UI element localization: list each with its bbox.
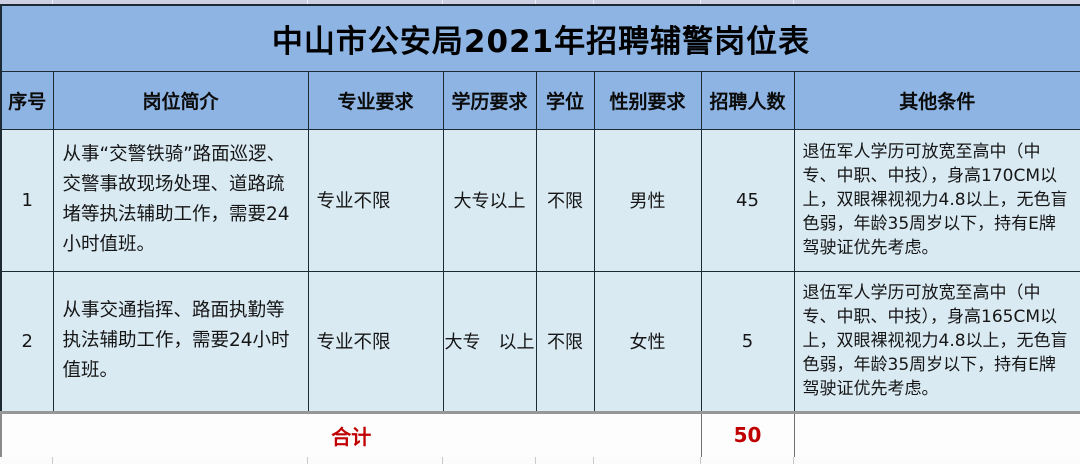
table-title: 中山市公安局2021年招聘辅警岗位表	[0, 4, 1080, 72]
cell-headcount[interactable]: 5	[700, 270, 795, 413]
cell-major[interactable]: 专业不限	[307, 128, 444, 272]
column-header-job-desc[interactable]: 岗位简介	[52, 70, 309, 130]
gridline	[307, 457, 308, 464]
gridline	[535, 0, 536, 4]
table-row-2: 2 从事交通指挥、路面执勤等执法辅助工作，需要24小时值班。 专业不限 大专 以…	[0, 270, 1080, 413]
cell-other-conditions[interactable]: 退伍军人学历可放宽至高中（中专、中职、中技），身高170CM以上，双眼裸视视力4…	[793, 128, 1080, 272]
cell-gender[interactable]: 女性	[593, 270, 702, 413]
cell-no[interactable]: 2	[0, 270, 54, 413]
cell-degree[interactable]: 不限	[535, 128, 595, 272]
column-header-major[interactable]: 专业要求	[307, 70, 444, 130]
cell-headcount[interactable]: 45	[700, 128, 795, 272]
total-empty-cell[interactable]	[793, 410, 1080, 459]
cell-job-desc[interactable]: 从事“交警铁骑”路面巡逻、交警事故现场处理、道路疏堵等执法辅助工作，需要24小时…	[52, 128, 309, 272]
column-header-degree[interactable]: 学位	[535, 70, 595, 130]
gridline	[700, 457, 701, 464]
title-row: 中山市公安局2021年招聘辅警岗位表	[0, 4, 1080, 72]
cell-other-conditions[interactable]: 退伍军人学历可放宽至高中（中专、中职、中技），身高165CM以上，双眼裸视视力4…	[793, 270, 1080, 413]
total-count-cell[interactable]: 50	[700, 410, 795, 459]
gridline	[52, 457, 53, 464]
cell-education[interactable]: 大专 以上	[442, 270, 537, 413]
cell-gender[interactable]: 男性	[593, 128, 702, 272]
gridline	[593, 457, 594, 464]
gridline	[535, 457, 536, 464]
header-row: 序号 岗位简介 专业要求 学历要求 学位 性别要求 招聘人数 其他条件	[0, 70, 1080, 130]
cell-degree[interactable]: 不限	[535, 270, 595, 413]
cell-major[interactable]: 专业不限	[307, 270, 444, 413]
gridline	[793, 457, 794, 464]
gridline	[793, 0, 794, 4]
cell-no[interactable]: 1	[0, 128, 54, 272]
gridline	[442, 457, 443, 464]
gridline	[52, 0, 53, 4]
recruitment-table: 中山市公安局2021年招聘辅警岗位表 序号 岗位简介 专业要求 学历要求 学位 …	[0, 4, 1080, 459]
gridline	[700, 0, 701, 4]
column-header-headcount[interactable]: 招聘人数	[700, 70, 795, 130]
cell-job-desc[interactable]: 从事交通指挥、路面执勤等执法辅助工作，需要24小时值班。	[52, 270, 309, 413]
total-row: 合计 50	[0, 410, 1080, 459]
gridline	[442, 0, 443, 4]
column-header-gender[interactable]: 性别要求	[593, 70, 702, 130]
partial-row-below	[0, 457, 1080, 464]
cell-education[interactable]: 大专以上	[442, 128, 537, 272]
column-header-education[interactable]: 学历要求	[442, 70, 537, 130]
gridline	[593, 0, 594, 4]
total-label-cell[interactable]: 合计	[0, 410, 702, 459]
column-header-other[interactable]: 其他条件	[793, 70, 1080, 130]
gridline	[307, 0, 308, 4]
table-row-1: 1 从事“交警铁骑”路面巡逻、交警事故现场处理、道路疏堵等执法辅助工作，需要24…	[0, 128, 1080, 272]
column-header-no[interactable]: 序号	[0, 70, 54, 130]
partial-row-above	[0, 0, 1080, 4]
